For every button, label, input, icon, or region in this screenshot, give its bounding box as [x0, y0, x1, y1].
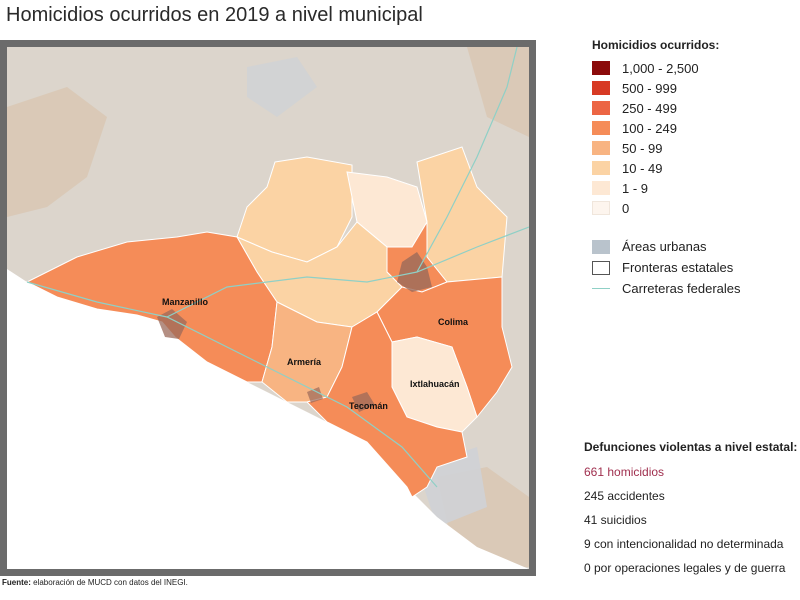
label-tecoman: Tecomán	[349, 401, 388, 411]
legend-label: 1 - 9	[622, 180, 649, 196]
legend-label: 100 - 249	[622, 120, 677, 136]
homicide-legend: Homicidios ocurridos: 1,000 - 2,500 500 …	[592, 38, 792, 218]
legend-item: 500 - 999	[592, 78, 792, 98]
ocean	[7, 269, 529, 569]
federal-road-coastal	[26, 281, 438, 488]
colima-municipal-map: Manzanillo Armería Tecomán Colima Ixtlah…	[7, 47, 529, 569]
state-deaths-panel: Defunciones violentas a nivel estatal: 6…	[584, 440, 798, 580]
legend-label: 50 - 99	[622, 140, 663, 156]
federal-road-inland	[166, 226, 529, 318]
urban-area-tecoman	[352, 392, 375, 412]
legend-swatch	[592, 161, 610, 175]
stat-suicidios: 41 suicidios	[584, 513, 647, 527]
legend-label: 0	[622, 200, 630, 216]
legend-item-borders: Fronteras estatales	[592, 257, 792, 278]
legend-swatch	[592, 121, 610, 135]
urban-area-swatch	[592, 239, 610, 254]
legend-swatch	[592, 81, 610, 95]
legend-item: 250 - 499	[592, 98, 792, 118]
neighbor-region-west	[7, 87, 107, 217]
legend-item: 1,000 - 2,500	[592, 58, 792, 78]
legend-swatch	[592, 181, 610, 195]
legend-swatch	[592, 61, 610, 75]
stat-no-determinada: 9 con intencionalidad no determinada	[584, 537, 784, 551]
neighbor-region-northeast	[467, 47, 529, 137]
label-ixtlahuacan: Ixtlahuacán	[410, 379, 460, 389]
label-armeria: Armería	[287, 357, 322, 367]
federal-road-north	[416, 47, 518, 273]
legend-item: 50 - 99	[592, 138, 792, 158]
state-border-swatch	[592, 260, 610, 275]
label-colima: Colima	[438, 317, 469, 327]
legend-title: Homicidios ocurridos:	[592, 38, 720, 52]
stat-homicidios: 661 homicidios	[584, 465, 665, 479]
legend-item-urban: Áreas urbanas	[592, 236, 792, 257]
neighbor-urban-north	[247, 57, 317, 117]
legend-label: 250 - 499	[622, 100, 677, 116]
stats-title: Defunciones violentas a nivel estatal:	[584, 440, 798, 454]
legend-item: 10 - 49	[592, 158, 792, 178]
source-label: Fuente:	[2, 578, 31, 587]
legend-label: 10 - 49	[622, 160, 663, 176]
legend-item: 100 - 249	[592, 118, 792, 138]
legend-item: 1 - 9	[592, 178, 792, 198]
legend-swatch	[592, 141, 610, 155]
legend-label: Carreteras federales	[622, 281, 741, 296]
legend-label: 1,000 - 2,500	[622, 60, 699, 76]
legend-label: 500 - 999	[622, 80, 677, 96]
stat-operaciones: 0 por operaciones legales y de guerra	[584, 561, 786, 575]
label-manzanillo: Manzanillo	[162, 297, 209, 307]
page-title: Homicidios ocurridos en 2019 a nivel mun…	[6, 4, 423, 26]
layer-legend: Áreas urbanas Fronteras estatales Carret…	[592, 236, 792, 299]
source-text: elaboración de MUCD con datos del INEGI.	[30, 578, 188, 587]
legend-swatch	[592, 201, 610, 215]
legend-label: Áreas urbanas	[622, 239, 707, 254]
stat-accidentes: 245 accidentes	[584, 489, 665, 503]
legend-item-roads: Carreteras federales	[592, 278, 792, 299]
map-panel: Manzanillo Armería Tecomán Colima Ixtlah…	[0, 40, 536, 576]
legend-item: 0	[592, 198, 792, 218]
legend-swatch	[592, 101, 610, 115]
federal-road-line	[592, 282, 610, 296]
legend-label: Fronteras estatales	[622, 260, 734, 275]
urban-area-armeria	[307, 387, 323, 403]
source-note: Fuente: elaboración de MUCD con datos de…	[2, 578, 188, 587]
